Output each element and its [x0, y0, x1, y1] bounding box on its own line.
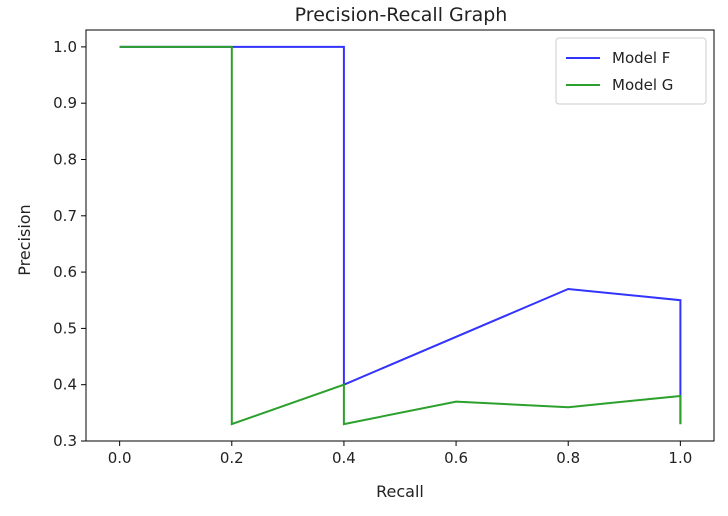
x-tick-label: 0.4 — [332, 449, 356, 467]
x-tick-label: 0.6 — [444, 449, 468, 467]
legend: Model F Model G — [555, 37, 707, 105]
series-layer — [119, 45, 682, 426]
y-tick-label: 0.7 — [53, 207, 77, 225]
legend-label-model-f: Model F — [612, 49, 670, 67]
y-axis-label: Precision — [15, 204, 34, 275]
y-tick-label: 0.5 — [53, 319, 77, 337]
chart-title: Precision-Recall Graph — [295, 4, 508, 26]
legend-label-model-g: Model G — [612, 76, 673, 94]
x-axis-label: Recall — [376, 482, 424, 501]
x-tick-label: 1.0 — [668, 449, 692, 467]
y-tick-label: 0.3 — [53, 432, 77, 450]
y-tick-label: 0.4 — [53, 376, 77, 394]
axis-ticks: 0.0 0.2 0.4 0.6 0.8 1.0 0.3 0.4 0.5 0.6 0.7 0.8 0.9 1… — [53, 38, 692, 467]
x-tick-label: 0.0 — [108, 449, 132, 467]
x-tick-label: 0.8 — [556, 449, 580, 467]
x-tick-label: 0.2 — [220, 449, 244, 467]
y-tick-label: 1.0 — [53, 38, 77, 56]
series-line-model-f — [119, 45, 682, 425]
series-line-model-g — [119, 45, 682, 426]
y-tick-label: 0.9 — [53, 94, 77, 112]
plot-frame — [85, 29, 715, 442]
legend-box — [555, 37, 707, 105]
y-tick-label: 0.6 — [53, 263, 77, 281]
y-tick-label: 0.8 — [53, 150, 77, 168]
